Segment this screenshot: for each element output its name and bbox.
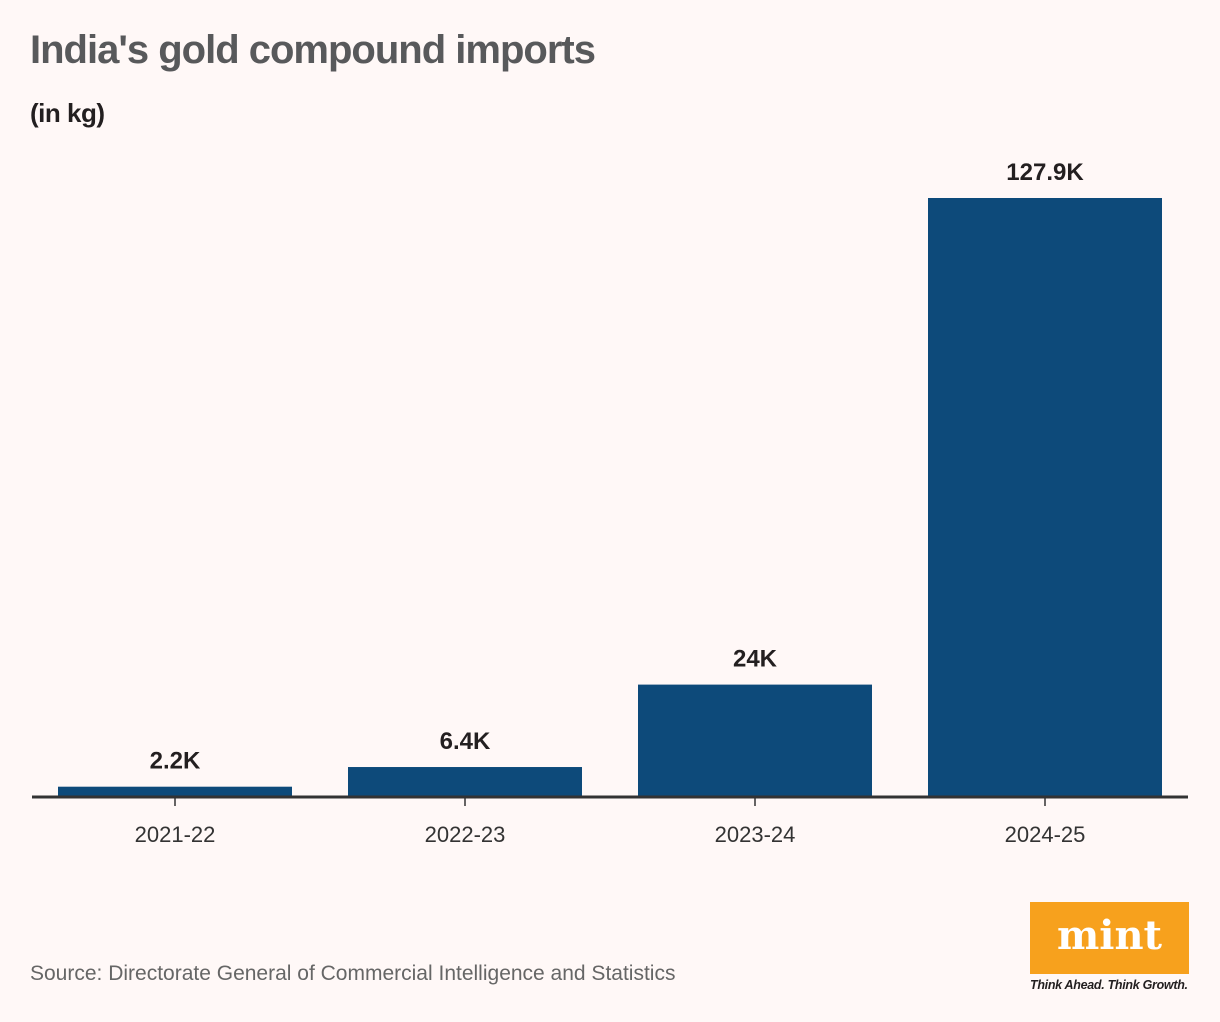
bar-chart: 2.2K 2021-22 6.4K 2022-23 24K 2023-24 127.9K 20… [32,159,1188,847]
bar [348,767,582,797]
data-label: 6.4K [440,728,491,755]
x-tick-label: 2021-22 [135,822,216,847]
x-tick-label: 2022-23 [425,822,506,847]
data-label: 127.9K [1006,159,1084,186]
bar [638,684,872,797]
chart-title: India's gold compound imports [30,28,596,72]
x-tick-label: 2024-25 [1005,822,1086,847]
source-note: Source: Directorate General of Commercia… [30,962,676,985]
data-label: 24K [733,646,778,673]
bar [58,786,292,797]
x-tick-label: 2023-24 [715,822,796,847]
chart-subtitle: (in kg) [30,98,105,128]
mint-logo: mint [1030,902,1189,974]
bar [928,198,1162,797]
data-label: 2.2K [150,748,201,775]
logo-tagline: Think Ahead. Think Growth. [1030,978,1188,992]
